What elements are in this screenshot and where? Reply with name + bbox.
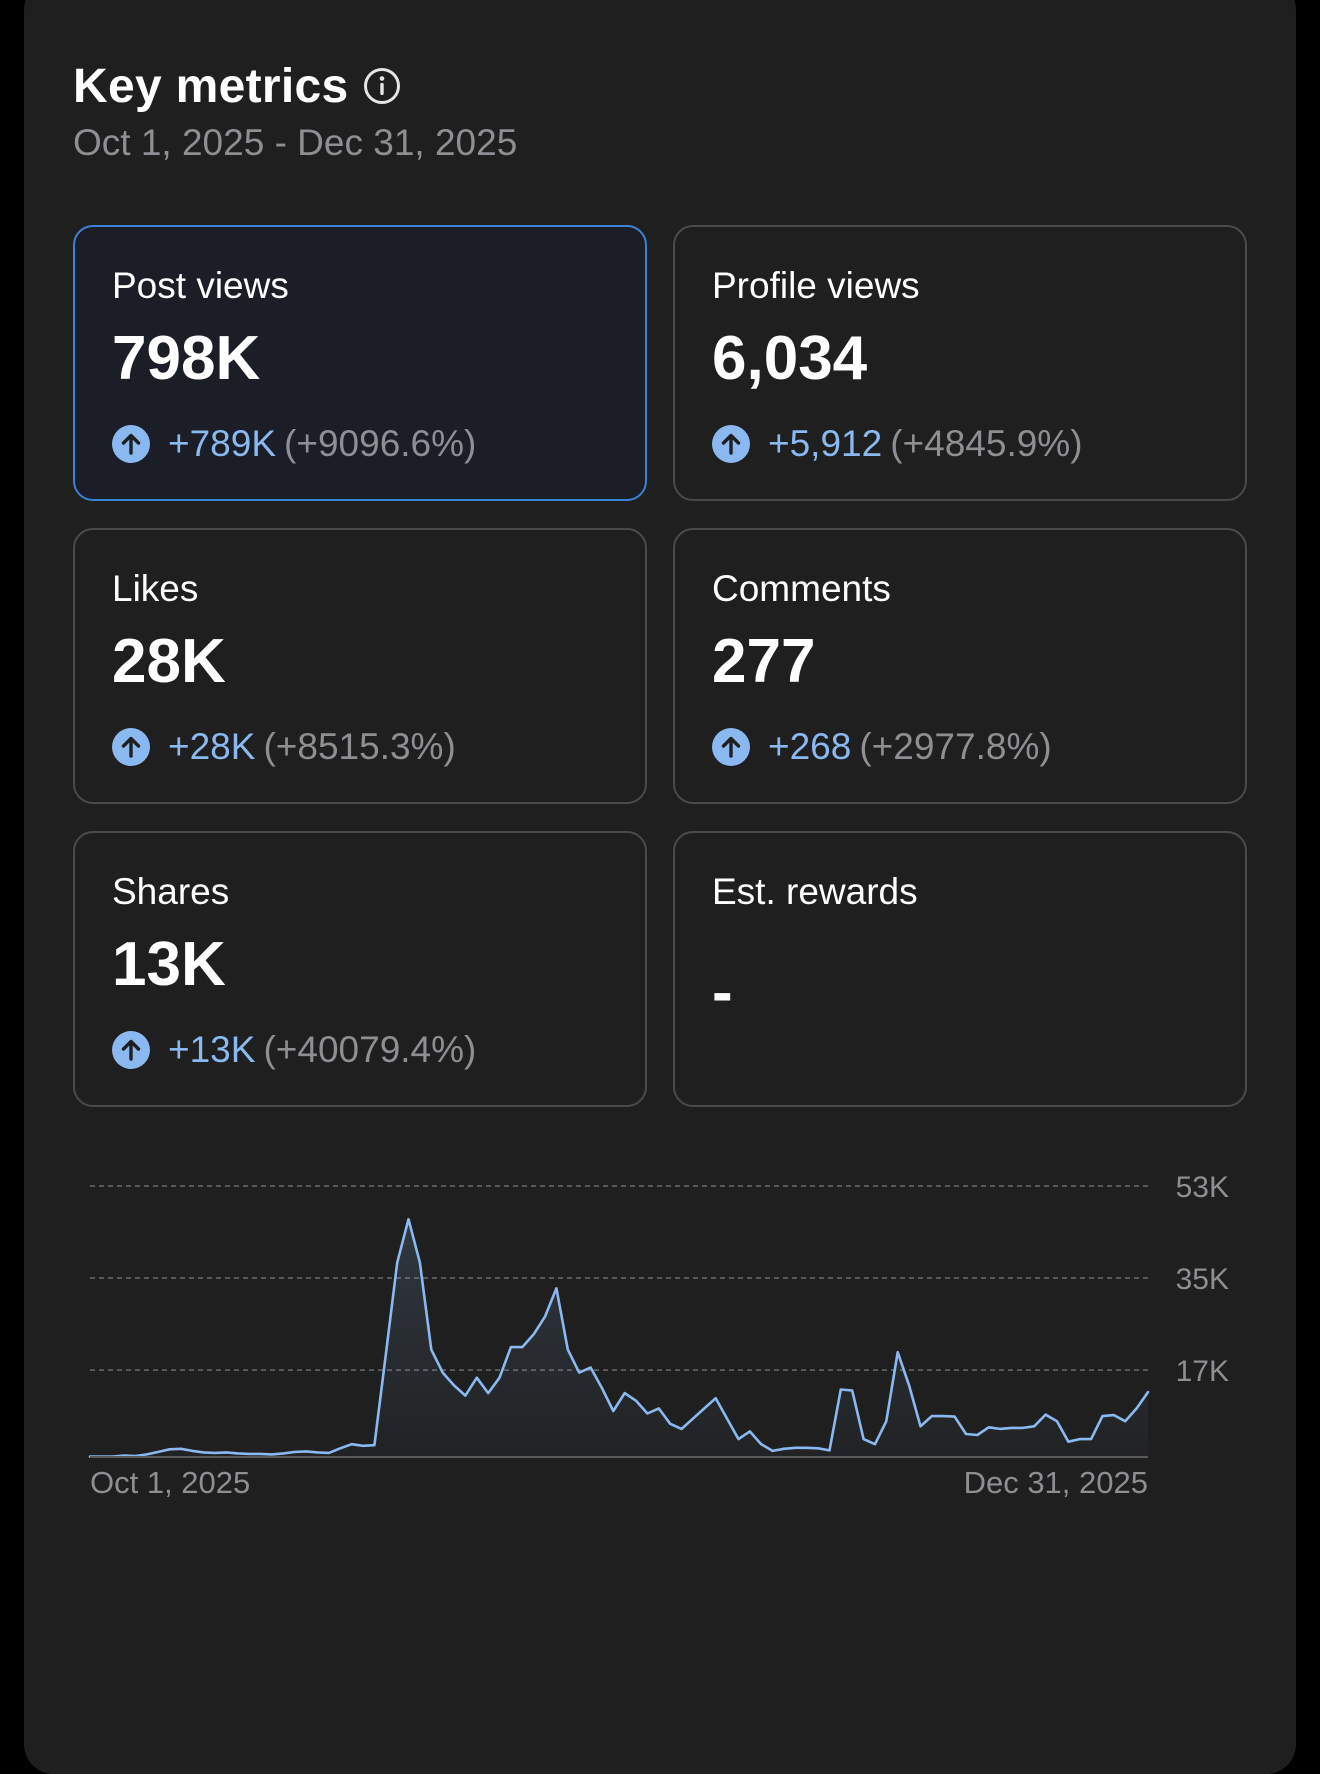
metric-change: +789K (+9096.6%) xyxy=(112,423,476,465)
metric-label: Est. rewards xyxy=(712,871,918,912)
metric-delta: +5,912 xyxy=(768,423,883,464)
header: Key metrics xyxy=(73,56,402,116)
metric-label: Post views xyxy=(112,265,289,306)
metric-card-comments[interactable]: Comments 277 +268 (+2977.8%) xyxy=(673,528,1247,804)
y-tick-label: 17K xyxy=(1176,1355,1229,1388)
metric-label: Comments xyxy=(712,568,891,609)
page-title: Key metrics xyxy=(73,59,349,113)
metric-label: Likes xyxy=(112,568,199,609)
metric-change: +5,912 (+4845.9%) xyxy=(712,423,1083,465)
arrow-up-circle-icon xyxy=(112,728,150,766)
metric-delta: +28K xyxy=(168,726,256,767)
chart-line xyxy=(88,1217,1150,1458)
y-tick-label: 35K xyxy=(1176,1263,1229,1296)
metric-percent: (+40079.4%) xyxy=(263,1029,477,1070)
metric-card-post-views[interactable]: Post views 798K +789K (+9096.6%) xyxy=(73,225,647,501)
metric-change: +28K (+8515.3%) xyxy=(112,726,456,768)
metric-card-est-rewards[interactable]: Est. rewards - xyxy=(673,831,1247,1107)
date-range: Oct 1, 2025 - Dec 31, 2025 xyxy=(73,122,518,163)
x-tick-label-start: Oct 1, 2025 xyxy=(90,1465,250,1500)
post-views-chart: 17K 35K 53K Oct 1, 2025 Dec 31, 2025 xyxy=(0,1160,1320,1720)
metric-value: 6,034 xyxy=(712,324,868,393)
y-tick-label: 53K xyxy=(1176,1171,1229,1204)
metric-percent: (+9096.6%) xyxy=(284,423,477,464)
metric-delta: +789K xyxy=(168,423,277,464)
metric-value: 28K xyxy=(112,627,226,696)
metric-label: Shares xyxy=(112,871,230,912)
metric-value: - xyxy=(712,958,733,1027)
info-icon[interactable] xyxy=(362,66,402,106)
metric-percent: (+8515.3%) xyxy=(263,726,456,767)
metric-delta: +268 xyxy=(768,726,852,767)
x-tick-label-end: Dec 31, 2025 xyxy=(964,1465,1148,1500)
chart-svg: 17K 35K 53K Oct 1, 2025 Dec 31, 2025 xyxy=(88,1171,1229,1500)
arrow-up-circle-icon xyxy=(112,425,150,463)
metric-value: 13K xyxy=(112,930,226,999)
chart-area xyxy=(90,1219,1148,1457)
arrow-up-circle-icon xyxy=(712,425,750,463)
metric-percent: (+4845.9%) xyxy=(890,423,1083,464)
metric-label: Profile views xyxy=(712,265,920,306)
arrow-up-circle-icon xyxy=(112,1031,150,1069)
metric-value: 798K xyxy=(112,324,261,393)
metric-percent: (+2977.8%) xyxy=(859,726,1052,767)
metric-card-profile-views[interactable]: Profile views 6,034 +5,912 (+4845.9%) xyxy=(673,225,1247,501)
metric-delta: +13K xyxy=(168,1029,256,1070)
arrow-up-circle-icon xyxy=(712,728,750,766)
metric-change: +13K (+40079.4%) xyxy=(112,1029,476,1071)
metric-card-likes[interactable]: Likes 28K +28K (+8515.3%) xyxy=(73,528,647,804)
metric-card-shares[interactable]: Shares 13K +13K (+40079.4%) xyxy=(73,831,647,1107)
metric-value: 277 xyxy=(712,627,816,696)
metric-change: +268 (+2977.8%) xyxy=(712,726,1052,768)
